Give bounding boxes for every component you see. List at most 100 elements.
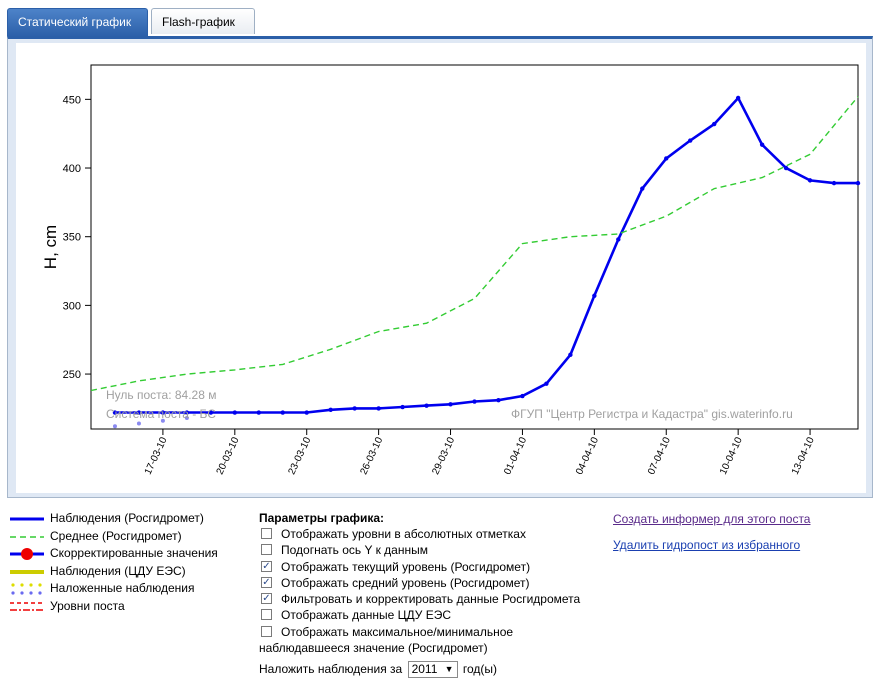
data-point xyxy=(232,410,238,415)
legend-item-ues-observations: Наблюдения (ЦДУ ЕЭС) xyxy=(10,563,250,581)
chart-panel: 250 300 350 400 450 17-03-10 20-03-10 23-03-10 2… xyxy=(7,36,873,498)
legend-label: Наблюдения (Росгидромет) xyxy=(50,511,204,525)
checkbox[interactable]: ✓ xyxy=(261,593,272,605)
checkbox[interactable]: ✓ xyxy=(261,560,272,572)
option-label: Отображать уровни в абсолютных отметках xyxy=(281,527,526,541)
overlay-point xyxy=(184,416,189,421)
remove-post-link[interactable]: Удалить гидропост из избранного xyxy=(613,538,801,552)
data-point xyxy=(184,410,190,415)
x-tick-label: 20-03-10 xyxy=(215,435,242,476)
data-point xyxy=(664,156,669,161)
data-point xyxy=(136,410,142,415)
params-title: Параметры графика: xyxy=(259,511,385,525)
legend-label: Среднее (Росгидромет) xyxy=(50,528,182,543)
x-tick-label: 07-04-10 xyxy=(646,435,673,476)
chart-area: 250 300 350 400 450 17-03-10 20-03-10 23-03-10 2… xyxy=(16,43,866,493)
data-point xyxy=(831,180,837,186)
overlay-point xyxy=(112,424,117,429)
data-point xyxy=(544,381,549,386)
legend-item-corrected: Скорректированные значения xyxy=(10,545,250,563)
chevron-down-icon: ▼ xyxy=(444,664,454,675)
legend-label: Наблюдения (ЦДУ ЕЭС) xyxy=(50,563,186,578)
y-tick-label: 450 xyxy=(63,94,81,106)
year-select[interactable]: 2011 ▼ xyxy=(407,661,458,679)
data-point xyxy=(807,178,813,183)
data-point xyxy=(112,410,118,415)
y-tick-label: 250 xyxy=(63,369,81,381)
line-red-dot-icon xyxy=(10,548,44,560)
action-links: Создать информер для этого поста Удалить… xyxy=(613,510,810,562)
data-point xyxy=(400,404,405,410)
x-tick-label: 01-04-10 xyxy=(502,435,529,476)
x-tick-label: 10-04-10 xyxy=(718,435,745,476)
option-label-line2: наблюдавшееся значение (Росгидромет) xyxy=(259,640,488,655)
year-value: 2011 xyxy=(411,662,438,677)
legend-item-post-levels: Уровни поста xyxy=(10,598,250,616)
overlay-point xyxy=(136,421,141,426)
option-ues-data[interactable]: Отображать данные ЦДУ ЕЭС xyxy=(259,607,609,623)
data-point xyxy=(855,180,861,186)
data-point xyxy=(208,410,214,415)
chart-parameters: Параметры графика: Отображать уровни в а… xyxy=(259,510,609,680)
legend-item-average: Среднее (Росгидромет) xyxy=(10,528,250,546)
data-point xyxy=(304,410,309,415)
y-tick-label: 400 xyxy=(63,163,81,175)
option-label: Отображать текущий уровень (Росгидромет) xyxy=(281,559,531,574)
x-tick-label: 04-04-10 xyxy=(574,435,601,476)
option-absolute-levels[interactable]: Отображать уровни в абсолютных отметках xyxy=(259,526,609,542)
data-point xyxy=(376,406,381,411)
data-point xyxy=(759,142,765,147)
option-current-level[interactable]: ✓ Отображать текущий уровень (Росгидромет… xyxy=(259,559,609,575)
option-label: Отображать средний уровень (Росгидромет) xyxy=(281,575,530,590)
series-line-0 xyxy=(115,95,858,414)
option-label: Отображать данные ЦДУ ЕЭС xyxy=(281,608,452,623)
solid-blue-line-icon xyxy=(10,517,44,521)
create-informer-link[interactable]: Создать информер для этого поста xyxy=(613,512,811,526)
checkbox[interactable]: ✓ xyxy=(261,576,272,588)
overlay-point xyxy=(160,418,165,423)
option-average-level[interactable]: ✓ Отображать средний уровень (Росгидромет… xyxy=(259,575,609,591)
x-tick-label: 17-03-10 xyxy=(143,435,170,476)
data-point xyxy=(568,352,573,358)
checkbox[interactable] xyxy=(261,544,272,556)
annotation-gauge-zero: Нуль поста: 84.28 м xyxy=(106,388,216,402)
option-max-min[interactable]: Отображать максимальное/минимальное набл… xyxy=(259,624,609,658)
plot-frame xyxy=(90,64,859,430)
option-label: Фильтровать и корректировать данные Росг… xyxy=(281,592,581,607)
x-tick-label: 29-03-10 xyxy=(430,435,457,476)
legend-label: Уровни поста xyxy=(50,598,125,613)
data-point xyxy=(160,410,166,415)
data-point xyxy=(735,95,741,101)
dashed-red-lines-icon xyxy=(10,601,44,611)
option-fit-y-axis[interactable]: Подогнать ось Y к данным xyxy=(259,542,609,558)
tab-static-chart[interactable]: Статический график xyxy=(7,8,148,37)
checkbox[interactable] xyxy=(261,625,272,637)
data-point xyxy=(472,399,477,404)
data-point xyxy=(520,393,525,399)
water-level-chart: 250 300 350 400 450 17-03-10 20-03-10 23-03-10 2… xyxy=(41,64,861,477)
data-point xyxy=(711,121,717,127)
chart-legend: Наблюдения (Росгидромет) Среднее (Росгид… xyxy=(10,510,250,615)
data-point xyxy=(496,397,501,403)
overlay-row: Наложить наблюдения за 2011 ▼ год(ы) xyxy=(259,658,609,680)
data-point xyxy=(592,293,597,298)
checkbox[interactable] xyxy=(261,609,272,621)
checkbox[interactable] xyxy=(261,528,272,539)
legend-label: Наложенные наблюдения xyxy=(50,581,195,595)
x-tick-label: 26-03-10 xyxy=(358,435,385,476)
data-point xyxy=(688,138,693,143)
data-point xyxy=(448,402,453,407)
annotation-height-system: Система поста - БС xyxy=(106,407,216,421)
tab-flash-chart[interactable]: Flash-график xyxy=(151,8,255,34)
data-point xyxy=(352,406,357,411)
data-point xyxy=(783,165,789,171)
y-tick-label: 350 xyxy=(63,232,81,244)
legend-label: Скорректированные значения xyxy=(50,546,218,560)
data-point xyxy=(280,410,285,415)
annotation-credit: ФГУП "Центр Регистра и Кадастра" gis.wat… xyxy=(511,407,793,421)
solid-olive-line-icon xyxy=(10,569,44,574)
legend-item-overlay: Наложенные наблюдения xyxy=(10,580,250,598)
option-filter-correct[interactable]: ✓ Фильтровать и корректировать данные Рос… xyxy=(259,591,609,607)
x-tick-label: 23-03-10 xyxy=(287,435,314,476)
series-line-1 xyxy=(90,96,859,392)
